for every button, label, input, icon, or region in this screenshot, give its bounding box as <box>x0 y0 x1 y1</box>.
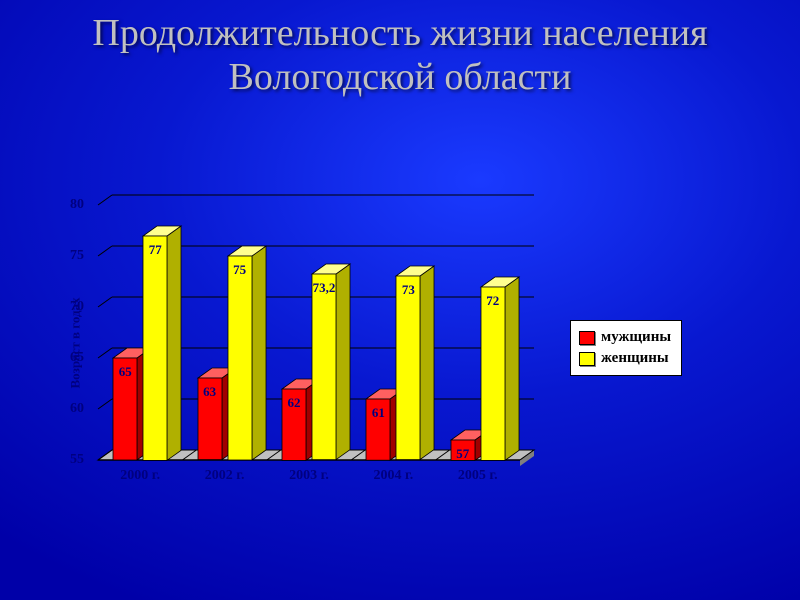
bar-value-label: 73,2 <box>312 280 336 296</box>
y-tick-label: 80 <box>70 197 84 213</box>
legend: мужщины женщины <box>570 320 682 376</box>
bar: 62 <box>282 389 306 460</box>
y-tick-label: 65 <box>70 350 84 366</box>
bar: 61 <box>366 399 390 460</box>
bar: 75 <box>228 256 252 460</box>
bar-value-label: 65 <box>113 364 137 380</box>
legend-swatch-women <box>579 352 595 366</box>
x-tick-label: 2003 г. <box>289 468 329 484</box>
y-tick-label: 55 <box>70 452 84 468</box>
slide-title: Продолжительность жизни населения Волого… <box>0 0 800 99</box>
legend-item: мужщины <box>579 327 671 348</box>
x-tick-label: 2005 г. <box>458 468 498 484</box>
legend-item: женщины <box>579 348 671 369</box>
legend-label: мужщины <box>601 329 671 346</box>
x-tick-label: 2000 г. <box>120 468 160 484</box>
bar: 73,2 <box>312 274 336 460</box>
bar: 63 <box>198 378 222 460</box>
plot-area: 5560657075802000 г.2002 г.2003 г.2004 г.… <box>98 195 520 460</box>
bar-value-label: 61 <box>366 405 390 421</box>
x-tick-label: 2004 г. <box>374 468 414 484</box>
x-tick-label: 2002 г. <box>205 468 245 484</box>
bar: 77 <box>143 236 167 460</box>
bar-value-label: 77 <box>143 242 167 258</box>
legend-label: женщины <box>601 350 669 367</box>
bar: 73 <box>396 276 420 460</box>
bar-value-label: 62 <box>282 395 306 411</box>
bar-value-label: 57 <box>451 446 475 462</box>
bar-value-label: 73 <box>396 282 420 298</box>
legend-swatch-men <box>579 331 595 345</box>
bar: 65 <box>113 358 137 460</box>
y-tick-label: 60 <box>70 401 84 417</box>
y-tick-label: 75 <box>70 248 84 264</box>
bar-value-label: 72 <box>481 293 505 309</box>
slide: Продолжительность жизни населения Волого… <box>0 0 800 600</box>
bar: 72 <box>481 287 505 460</box>
chart: Возраст в годах 5560657075802000 г.2002 … <box>40 195 520 490</box>
bar-value-label: 75 <box>228 262 252 278</box>
y-tick-label: 70 <box>70 299 84 315</box>
bar: 57 <box>451 440 475 460</box>
bar-value-label: 63 <box>198 384 222 400</box>
